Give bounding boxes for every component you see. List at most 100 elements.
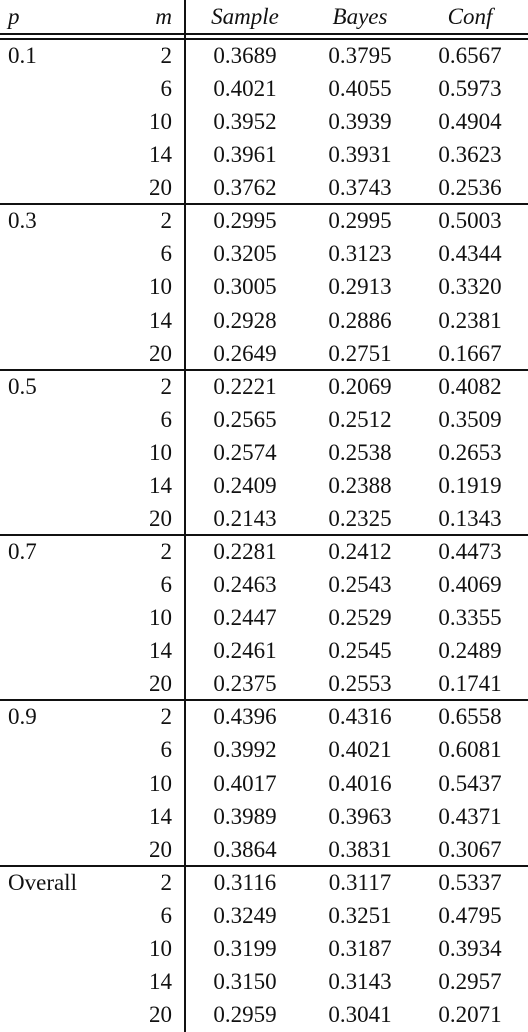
- value-cell: 0.2553: [328, 671, 392, 697]
- header-rule: [0, 38, 528, 40]
- group-rule: [0, 203, 528, 206]
- group-label: 0.1: [8, 43, 37, 68]
- value-cell: 0.3689: [213, 43, 277, 68]
- group-rule: [0, 864, 528, 867]
- value-cell: 0.1741: [438, 671, 502, 697]
- value-cell: 0.6558: [438, 704, 502, 730]
- value-cell: 0.3041: [328, 1002, 392, 1028]
- value-cell: 0.2649: [213, 340, 277, 366]
- value-cell: 0.6567: [438, 43, 502, 68]
- value-cell: 0.4904: [438, 109, 502, 135]
- value-cell: 0.2536: [438, 175, 502, 201]
- value-cell: 0.3931: [328, 142, 392, 168]
- value-cell: 0.3150: [213, 968, 277, 994]
- m-cell: 14: [149, 142, 172, 168]
- value-cell: 0.2886: [328, 307, 392, 333]
- value-cell: 0.3623: [438, 142, 502, 168]
- column-divider: [184, 0, 186, 1032]
- value-cell: 0.4371: [438, 803, 502, 829]
- group-label: 0.3: [8, 208, 37, 234]
- value-cell: 0.3355: [438, 605, 502, 631]
- value-cell: 0.1667: [438, 340, 502, 366]
- value-cell: 0.2143: [213, 505, 277, 531]
- m-cell: 20: [149, 340, 172, 366]
- value-cell: 0.3961: [213, 142, 277, 168]
- header-cell: p: [8, 4, 20, 29]
- value-cell: 0.2543: [328, 572, 392, 598]
- m-cell: 10: [149, 935, 172, 961]
- group-rule: [0, 534, 528, 537]
- m-cell: 10: [149, 439, 172, 465]
- m-cell: 2: [160, 373, 173, 399]
- m-cell: 20: [149, 836, 172, 862]
- value-cell: 0.3831: [328, 836, 392, 862]
- value-cell: 0.4396: [213, 704, 277, 730]
- value-cell: 0.3005: [213, 274, 277, 300]
- value-cell: 0.2928: [213, 307, 277, 333]
- value-cell: 0.3509: [438, 406, 502, 432]
- value-cell: 0.2512: [328, 406, 392, 432]
- group-label: Overall: [8, 869, 77, 895]
- value-cell: 0.5973: [438, 76, 502, 102]
- value-cell: 0.4021: [328, 737, 392, 763]
- value-cell: 0.3067: [438, 836, 502, 862]
- m-cell: 2: [160, 869, 173, 895]
- group-label: 0.7: [8, 539, 37, 565]
- value-cell: 0.4082: [438, 373, 502, 399]
- value-cell: 0.4316: [328, 704, 392, 730]
- value-cell: 0.2412: [328, 539, 392, 565]
- m-cell: 14: [149, 638, 172, 664]
- value-cell: 0.2381: [438, 307, 502, 333]
- value-cell: 0.3249: [213, 902, 277, 928]
- value-cell: 0.2388: [328, 472, 392, 498]
- m-cell: 2: [160, 704, 173, 730]
- value-cell: 0.2957: [438, 968, 502, 994]
- value-cell: 0.3795: [328, 43, 392, 68]
- header-cell: Bayes: [332, 4, 388, 29]
- m-cell: 20: [149, 671, 172, 697]
- value-cell: 0.2574: [213, 439, 277, 465]
- header-cell: Conf: [447, 4, 493, 29]
- m-cell: 2: [160, 43, 173, 68]
- value-cell: 0.4017: [213, 770, 277, 796]
- value-cell: 0.4795: [438, 902, 502, 928]
- value-cell: 0.2409: [213, 472, 277, 498]
- value-cell: 0.4473: [438, 539, 502, 565]
- value-cell: 0.3199: [213, 935, 277, 961]
- value-cell: 0.3143: [328, 968, 392, 994]
- value-cell: 0.2653: [438, 439, 502, 465]
- value-cell: 0.5437: [438, 770, 502, 796]
- value-cell: 0.2489: [438, 638, 502, 664]
- value-cell: 0.2325: [328, 505, 392, 531]
- group-rule: [0, 368, 528, 371]
- m-cell: 20: [149, 175, 172, 201]
- group-label: 0.9: [8, 704, 37, 730]
- m-cell: 6: [160, 737, 173, 763]
- m-cell: 14: [149, 968, 172, 994]
- value-cell: 0.2538: [328, 439, 392, 465]
- m-cell: 6: [160, 241, 173, 267]
- m-cell: 14: [149, 472, 172, 498]
- value-cell: 0.2529: [328, 605, 392, 631]
- value-cell: 0.2463: [213, 572, 277, 598]
- m-cell: 10: [149, 770, 172, 796]
- value-cell: 0.1919: [438, 472, 502, 498]
- value-cell: 0.4069: [438, 572, 502, 598]
- value-cell: 0.5337: [438, 869, 502, 895]
- value-cell: 0.3934: [438, 935, 502, 961]
- value-cell: 0.3205: [213, 241, 277, 267]
- value-cell: 0.1343: [438, 505, 502, 531]
- m-cell: 10: [149, 109, 172, 135]
- value-cell: 0.5003: [438, 208, 502, 234]
- value-cell: 0.3187: [328, 935, 392, 961]
- value-cell: 0.2995: [213, 208, 277, 234]
- value-cell: 0.2069: [328, 373, 392, 399]
- header-cell: m: [155, 4, 172, 29]
- value-cell: 0.3952: [213, 109, 277, 135]
- group-label: 0.5: [8, 373, 37, 399]
- value-cell: 0.3939: [328, 109, 392, 135]
- m-cell: 2: [160, 208, 173, 234]
- group-rule: [0, 699, 528, 702]
- value-cell: 0.2375: [213, 671, 277, 697]
